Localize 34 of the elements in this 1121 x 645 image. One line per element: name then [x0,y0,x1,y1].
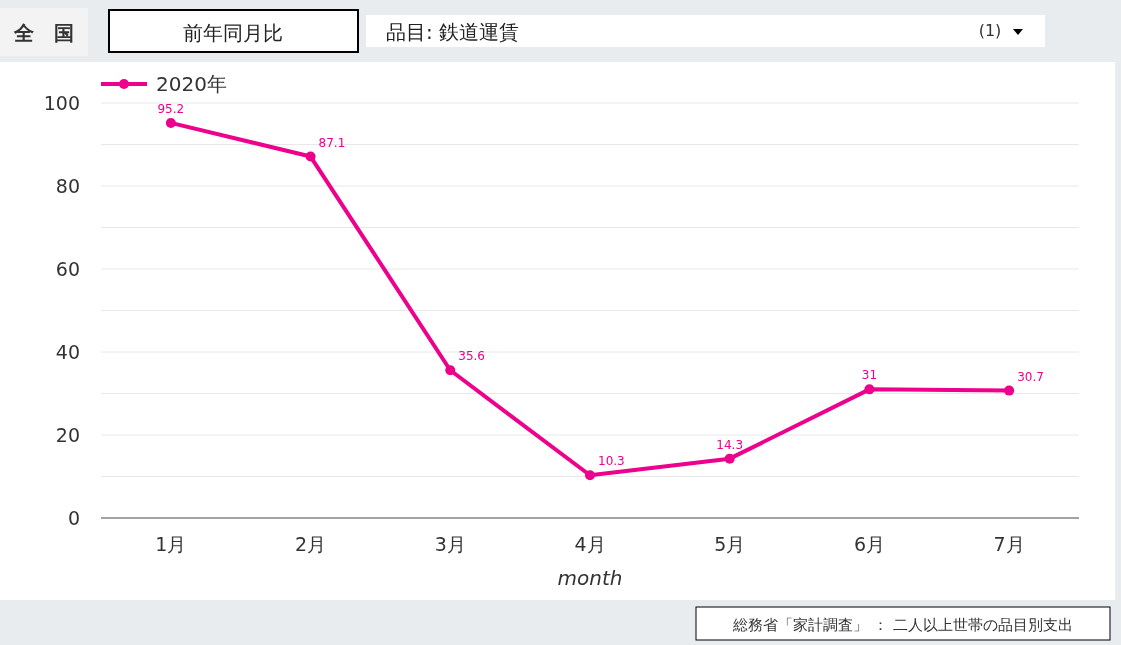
y-tick-label: 40 [55,340,80,363]
text: 前年同月比 [183,21,283,45]
x-tick-label: 5月 [714,533,746,555]
point [585,470,595,481]
data-label: 35.6 [458,349,485,364]
y-tick-label: 80 [55,174,80,197]
point [305,151,316,162]
x-tick-label: 3月 [434,533,466,555]
text: (1) [978,21,1002,40]
data-label: 14.3 [716,437,744,452]
x-tick-label: 6月 [853,533,885,555]
data-label: 95.2 [157,101,185,116]
y-tick-label: 100 [43,91,80,114]
y-tick-label: 20 [55,423,80,446]
point [864,384,875,395]
point [1004,385,1015,396]
text: 品目: 鉄道運賃 [386,20,520,44]
data-label: 31 [861,368,878,383]
text: 全 国 [13,21,74,45]
x-tick-label: 2月 [295,533,327,555]
y-tick-label: 0 [67,506,80,529]
data-label: 87.1 [318,135,346,150]
point [445,365,456,376]
point [724,453,735,464]
y-tick-label: 60 [55,257,80,280]
x-axis-title: month [557,566,623,590]
data-label: 10.3 [598,454,625,469]
x-tick-label: 1月 [155,533,187,555]
text: 総務省「家計調査」 ： 二人以上世帯の品目別支出 [732,616,1073,634]
x-tick-label: 7月 [993,533,1025,555]
x-tick-label: 4月 [574,533,606,555]
data-label: 30.7 [1017,369,1044,384]
point [165,117,176,128]
legend-label: 2020年 [156,72,227,96]
